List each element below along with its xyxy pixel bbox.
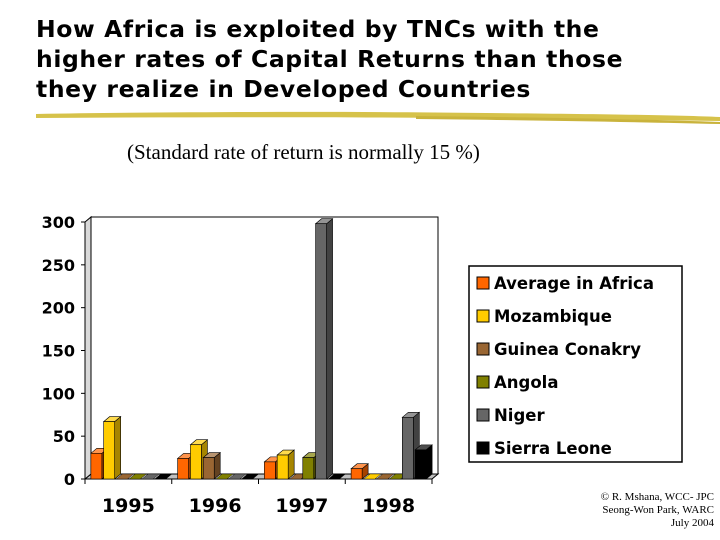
bar-side: [425, 444, 433, 480]
y-tick-label: 200: [42, 299, 75, 318]
title-line: How Africa is exploited by TNCs with the: [36, 15, 600, 43]
bar: [202, 457, 215, 480]
y-tick-label: 100: [42, 384, 75, 403]
legend-swatch: [476, 342, 490, 356]
bar-zero: [327, 473, 346, 480]
plot-side-wall: [84, 215, 92, 481]
credit-line: Seong-Won Park, WARC: [602, 504, 714, 516]
legend-label: Mozambique: [494, 307, 612, 326]
legend-label: Angola: [494, 373, 558, 392]
x-tick-label: 1997: [275, 495, 328, 517]
credit-line: July 2004: [670, 517, 714, 529]
bar: [414, 449, 427, 480]
x-tick-label: 1995: [102, 495, 155, 517]
bar: [190, 444, 202, 480]
bar-zero: [363, 473, 382, 480]
y-tick-label: 150: [42, 342, 75, 361]
title-line: they realize in Developed Countries: [36, 75, 531, 103]
legend-swatch: [476, 276, 490, 290]
bar-zero: [376, 473, 395, 480]
bar-zero: [215, 473, 234, 480]
plot-back-wall: [90, 216, 439, 475]
bar-zero: [115, 473, 135, 480]
bar-side: [114, 415, 121, 480]
bar: [315, 223, 327, 480]
legend-label: Sierra Leone: [494, 439, 612, 458]
chart-subtitle: (Standard rate of return is normally 15 …: [127, 140, 480, 164]
slide-title: How Africa is exploited by TNCs with the…: [36, 14, 716, 104]
y-tick-label: 0: [64, 470, 75, 489]
x-tick-label: 1996: [189, 495, 242, 517]
bar-zero: [241, 473, 260, 480]
bar: [276, 454, 289, 480]
legend-label: Niger: [494, 406, 545, 425]
bar: [350, 468, 363, 480]
legend-label: Guinea Conakry: [494, 340, 641, 359]
y-tick-label: 300: [42, 213, 75, 232]
legend-box: [468, 265, 683, 463]
bar-side: [326, 218, 333, 480]
bar: [177, 458, 189, 480]
x-tick-label: 1998: [362, 495, 415, 517]
legend-swatch: [476, 309, 490, 323]
y-tick-label: 50: [53, 427, 75, 446]
y-tick-label: 250: [42, 256, 75, 275]
bar-zero: [154, 473, 173, 480]
bar: [302, 457, 315, 480]
bar-zero: [228, 473, 247, 480]
credit-line: © R. Mshana, WCC- JPC: [600, 491, 714, 503]
legend-swatch: [476, 441, 490, 455]
bar: [90, 452, 103, 480]
bar-zero: [128, 473, 147, 480]
legend-label: Average in Africa: [494, 274, 654, 293]
bar: [402, 417, 414, 480]
title-line: higher rates of Capital Returns than tho…: [36, 45, 624, 73]
bar: [103, 421, 115, 480]
legend-swatch: [476, 408, 490, 422]
title-underline: [36, 111, 720, 124]
bar-zero: [141, 473, 160, 480]
bar: [264, 461, 276, 480]
legend-swatch: [476, 375, 490, 389]
credit-text: © R. Mshana, WCC- JPC Seong-Won Park, WA…: [601, 491, 714, 530]
